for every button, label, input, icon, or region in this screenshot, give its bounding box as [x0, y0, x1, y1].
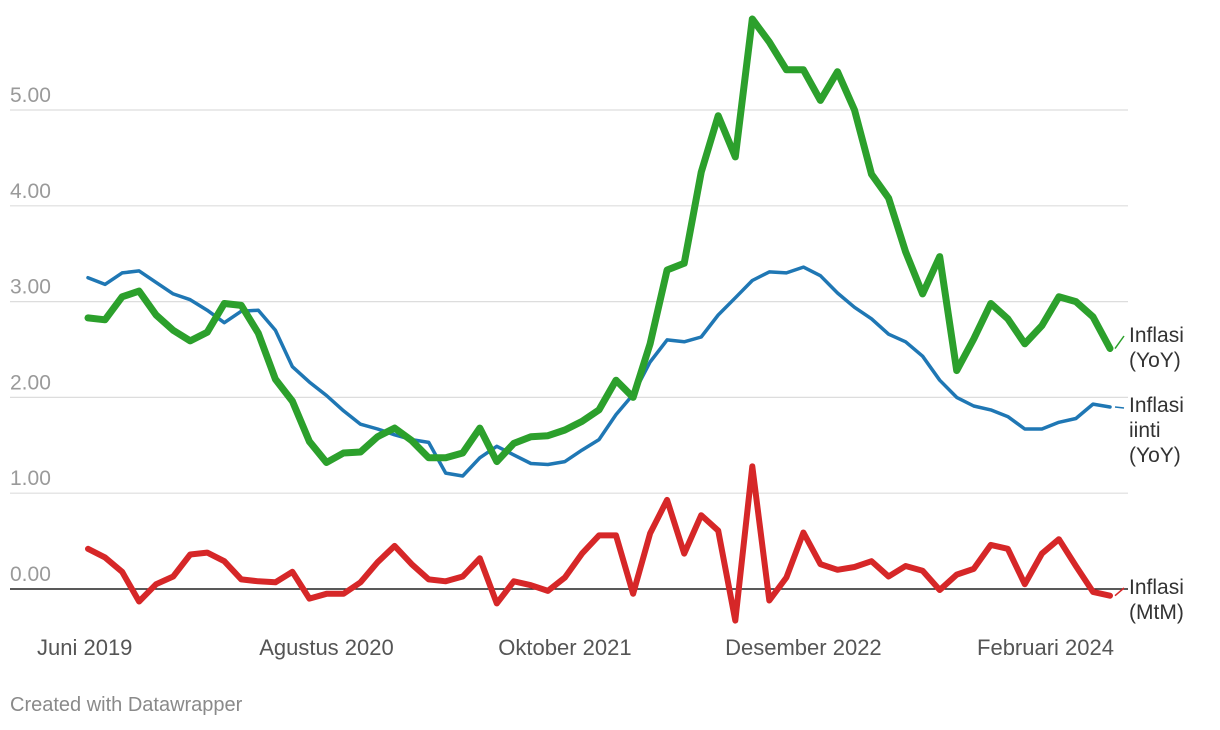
series-label-line: (YoY)	[1129, 444, 1181, 467]
series-label-leader	[1114, 335, 1125, 349]
series-labels: Inflasi (YoY)Inflasi iinti (YoY)Inflasi (MtM…	[1114, 324, 1184, 624]
x-tick-label: Agustus 2020	[259, 635, 394, 660]
series-line-2	[85, 463, 1113, 624]
x-tick-label: Februari 2024	[977, 635, 1114, 660]
series-label: Inflasi (MtM)	[1129, 576, 1184, 624]
inflation-line-chart: 0.00 1.00 2.00 3.00 4.00 5.00 Juni 2019 Agustu…	[10, 15, 1184, 660]
y-tick-label: 1.00	[10, 467, 51, 490]
series-line-0	[84, 15, 1114, 466]
series-label-line: Inflasi	[1129, 394, 1184, 417]
series-label-leader	[1114, 587, 1125, 597]
series-label-line: Inflasi	[1129, 324, 1184, 347]
series-label-line: Inflasi	[1129, 576, 1184, 599]
chart-credit: Created with Datawrapper	[10, 694, 243, 716]
y-tick-label: 2.00	[10, 371, 51, 394]
x-axis: Juni 2019 Agustus 2020 Oktober 2021 Desembe…	[37, 635, 1114, 660]
series-label-line: (YoY)	[1129, 349, 1181, 372]
y-tick-label: 4.00	[10, 180, 51, 203]
series-lines	[84, 15, 1114, 624]
grid-lines	[10, 109, 1128, 590]
series-label-line: iinti	[1129, 419, 1161, 442]
series-label: Inflasi (YoY)	[1129, 324, 1184, 372]
x-tick-label: Juni 2019	[37, 635, 132, 660]
series-label: Inflasi iinti (YoY)	[1129, 394, 1184, 467]
x-tick-label: Oktober 2021	[498, 635, 631, 660]
series-label-line: (MtM)	[1129, 601, 1184, 624]
y-tick-label: 0.00	[10, 563, 51, 586]
y-tick-label: 5.00	[10, 84, 51, 107]
y-axis: 0.00 1.00 2.00 3.00 4.00 5.00	[10, 84, 51, 586]
x-tick-label: Desember 2022	[725, 635, 882, 660]
series-label-leader	[1114, 406, 1125, 409]
y-tick-label: 3.00	[10, 276, 51, 299]
series-line-1	[86, 265, 1112, 478]
